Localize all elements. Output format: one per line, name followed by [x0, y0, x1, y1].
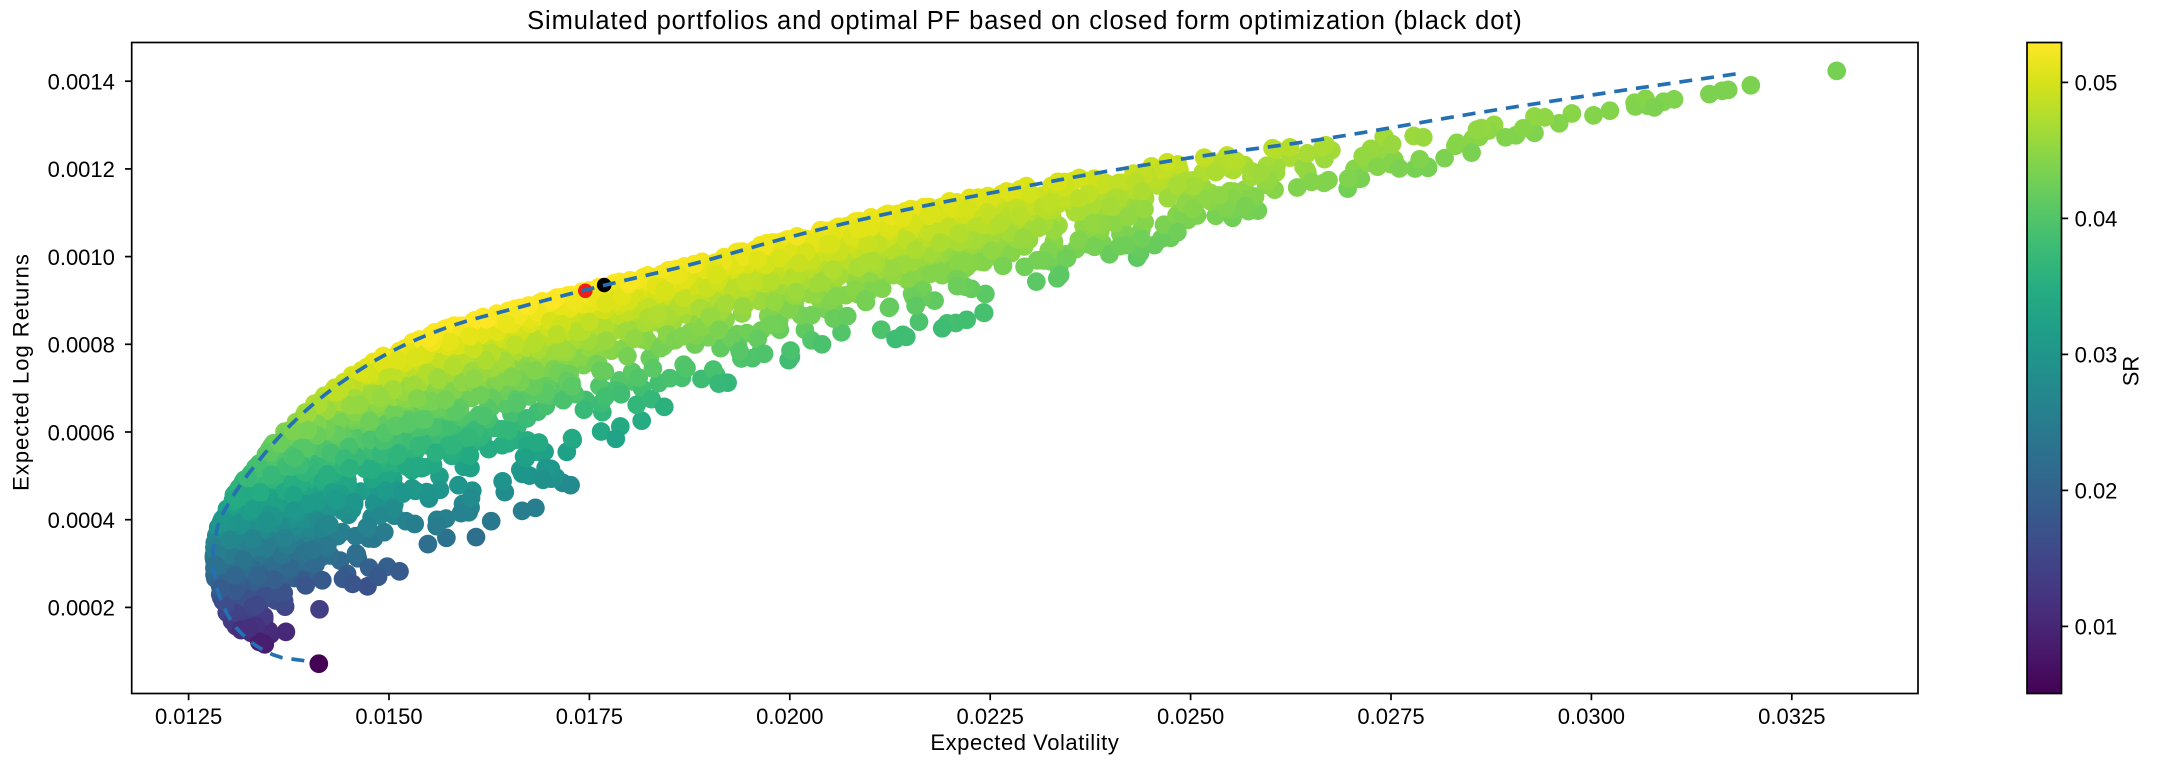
svg-text:0.0004: 0.0004	[48, 508, 115, 533]
svg-text:0.0200: 0.0200	[756, 704, 823, 729]
svg-text:Expected Log Returns: Expected Log Returns	[9, 253, 34, 491]
svg-text:0.0012: 0.0012	[48, 157, 115, 182]
svg-text:0.0150: 0.0150	[355, 704, 422, 729]
svg-text:Expected Volatility: Expected Volatility	[930, 730, 1119, 755]
svg-text:0.0125: 0.0125	[155, 704, 222, 729]
svg-text:0.0225: 0.0225	[957, 704, 1024, 729]
svg-text:0.0010: 0.0010	[48, 245, 115, 270]
svg-text:0.0325: 0.0325	[1758, 704, 1825, 729]
svg-text:0.0300: 0.0300	[1558, 704, 1625, 729]
svg-text:SR: SR	[2119, 356, 2144, 387]
svg-text:0.0002: 0.0002	[48, 596, 115, 621]
svg-text:0.0250: 0.0250	[1157, 704, 1224, 729]
svg-text:Simulated portfolios and optim: Simulated portfolios and optimal PF base…	[527, 7, 1523, 35]
svg-text:0.04: 0.04	[2075, 207, 2118, 232]
svg-text:0.01: 0.01	[2075, 615, 2118, 640]
svg-text:0.0008: 0.0008	[48, 333, 115, 358]
svg-text:0.0014: 0.0014	[48, 70, 115, 95]
svg-text:0.05: 0.05	[2075, 71, 2118, 96]
svg-text:0.03: 0.03	[2075, 343, 2118, 368]
svg-text:0.0175: 0.0175	[556, 704, 623, 729]
svg-text:0.0275: 0.0275	[1357, 704, 1424, 729]
svg-text:0.02: 0.02	[2075, 479, 2118, 504]
svg-text:0.0006: 0.0006	[48, 420, 115, 445]
